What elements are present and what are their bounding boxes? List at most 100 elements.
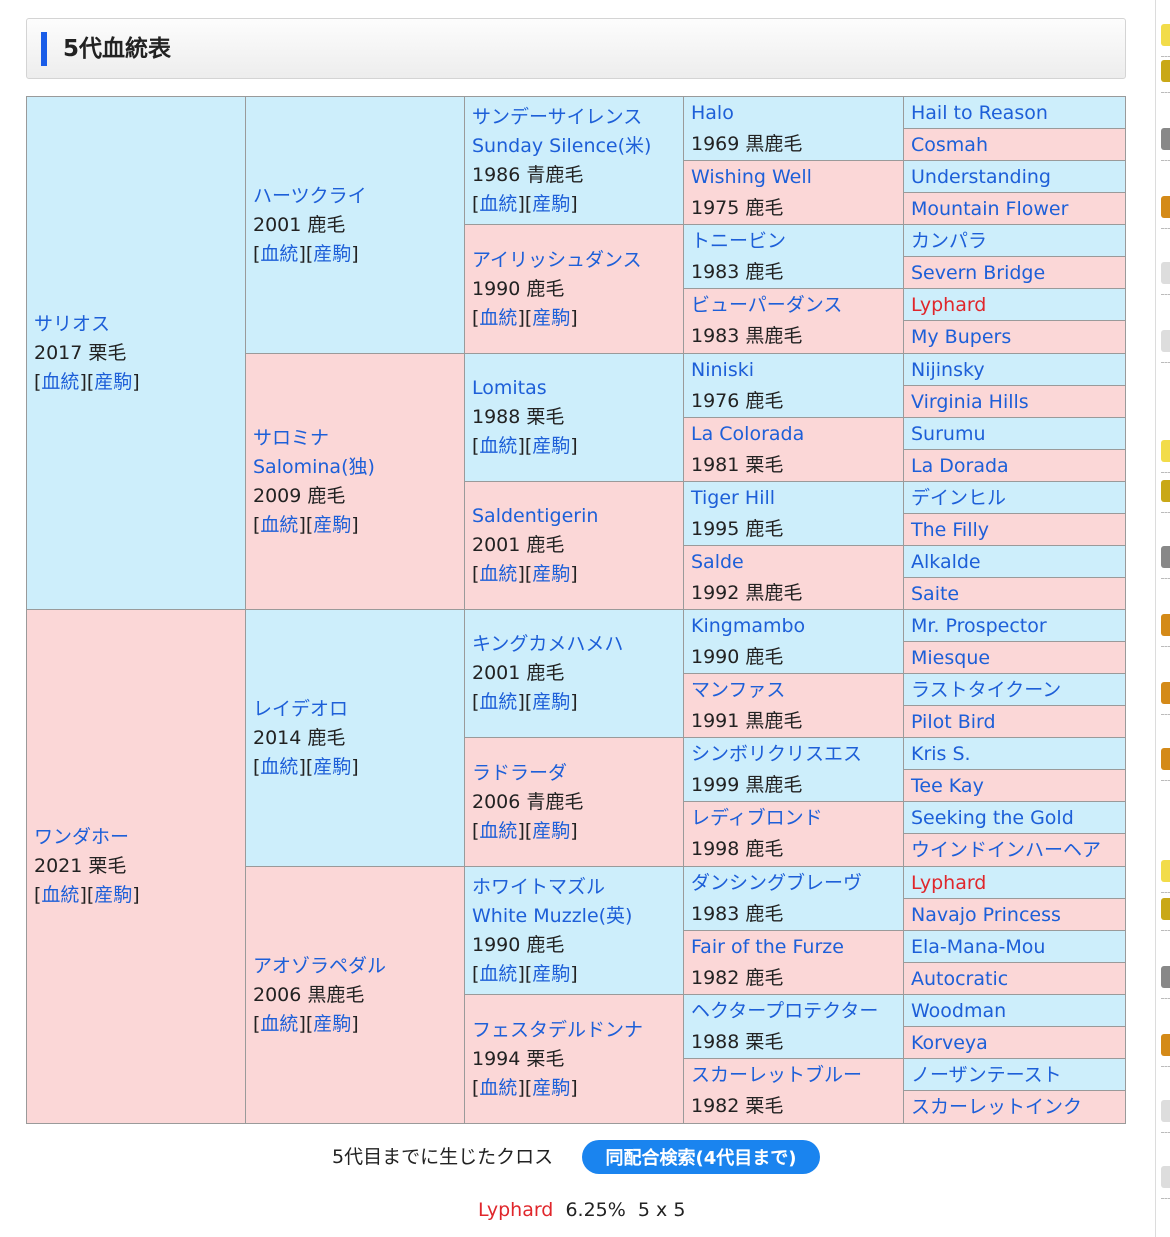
same-mating-search-button[interactable]: 同配合検索(4代目まで) — [582, 1140, 820, 1174]
horse-name-link[interactable]: Nijinsky — [911, 358, 985, 381]
pedigree-link[interactable]: 血統 — [260, 513, 299, 536]
horse-name-link[interactable]: フェスタデルドンナ — [472, 1018, 644, 1041]
horse-name-link[interactable]: サンデーサイレンス — [472, 105, 643, 128]
horse-name-link[interactable]: Tee Kay — [911, 774, 984, 797]
pedigree-link[interactable]: 血統 — [479, 962, 518, 985]
horse-name-link[interactable]: カンパラ — [911, 229, 988, 252]
foals-link[interactable]: 産駒 — [532, 1076, 571, 1099]
foals-link[interactable]: 産駒 — [313, 1012, 352, 1035]
foals-link[interactable]: 産駒 — [532, 563, 571, 585]
foals-link[interactable]: 産駒 — [94, 370, 133, 393]
foals-link[interactable]: 産駒 — [313, 242, 352, 265]
horse-name-link[interactable]: ラドラーダ — [472, 761, 568, 784]
horse-name-link[interactable]: Saldentigerin — [472, 505, 599, 527]
horse-name-link[interactable]: レディブロンド — [691, 807, 823, 829]
horse-name-link[interactable]: ホワイトマズル — [472, 875, 606, 898]
horse-name-link[interactable]: Lyphard — [911, 871, 987, 894]
foals-link[interactable]: 産駒 — [532, 192, 571, 215]
pedigree-cell-gen5: Saite — [904, 578, 1125, 610]
horse-name-en-link[interactable]: Salomina(独) — [253, 455, 375, 478]
horse-name-en-link[interactable]: Sunday Silence(米) — [472, 134, 652, 157]
pedigree-link[interactable]: 血統 — [479, 306, 518, 329]
pedigree-link[interactable]: 血統 — [260, 755, 299, 778]
horse-name-link[interactable]: Kingmambo — [691, 614, 806, 637]
pedigree-link[interactable]: 血統 — [479, 563, 518, 585]
horse-name-link[interactable]: Miesque — [911, 646, 991, 669]
horse-name-link[interactable]: サロミナ — [253, 426, 330, 449]
horse-name-link[interactable]: トニービン — [691, 229, 787, 252]
foals-link[interactable]: 産駒 — [313, 513, 352, 536]
pedigree-link[interactable]: 血統 — [479, 435, 518, 457]
horse-name-link[interactable]: マンファス — [691, 678, 786, 701]
pedigree-link[interactable]: 血統 — [479, 1076, 518, 1099]
pedigree-link[interactable]: 血統 — [479, 691, 518, 713]
foals-link[interactable]: 産駒 — [532, 819, 571, 842]
horse-name-link[interactable]: Korveya — [911, 1031, 988, 1054]
horse-name-link[interactable]: Mr. Prospector — [911, 614, 1047, 637]
horse-name-link[interactable]: ノーザンテースト — [911, 1063, 1062, 1086]
horse-name-link[interactable]: ラストタイクーン — [911, 678, 1062, 701]
horse-name-link[interactable]: Wishing Well — [691, 165, 812, 188]
horse-name-link[interactable]: スカーレットインク — [911, 1096, 1083, 1118]
horse-name-link[interactable]: アイリッシュダンス — [472, 248, 642, 271]
pedigree-link[interactable]: 血統 — [260, 242, 299, 265]
pedigree-link[interactable]: 血統 — [41, 884, 80, 906]
pedigree-cell-gen3: アイリッシュダンス 1990 鹿毛 [血統][産駒] — [465, 225, 684, 354]
horse-name-link[interactable]: Salde — [691, 550, 744, 573]
pedigree-cell-gen5: Woodman — [904, 995, 1125, 1027]
pedigree-link[interactable]: 血統 — [260, 1012, 299, 1035]
pedigree-link[interactable]: 血統 — [479, 819, 518, 842]
foals-link[interactable]: 産駒 — [532, 306, 571, 329]
horse-name-link[interactable]: Ela-Mana-Mou — [911, 935, 1046, 958]
horse-name-link[interactable]: Navajo Princess — [911, 903, 1061, 926]
horse-name-link[interactable]: レイデオロ — [253, 697, 349, 720]
horse-name-link[interactable]: Cosmah — [911, 133, 988, 156]
foals-link[interactable]: 産駒 — [532, 962, 571, 985]
pedigree-link[interactable]: 血統 — [41, 370, 80, 393]
foals-link[interactable]: 産駒 — [532, 691, 571, 713]
horse-name-link[interactable]: デインヒル — [911, 486, 1007, 509]
horse-name-link[interactable]: ヘクタープロテクター — [691, 999, 879, 1022]
horse-name-link[interactable]: Kris S. — [911, 742, 971, 765]
pedigree-link[interactable]: 血統 — [479, 192, 518, 215]
horse-name-link[interactable]: Mountain Flower — [911, 197, 1069, 220]
horse-name-link[interactable]: Woodman — [911, 999, 1007, 1022]
horse-name-link[interactable]: Pilot Bird — [911, 710, 996, 733]
rail-marker — [1161, 966, 1170, 988]
horse-name-link[interactable]: Niniski — [691, 358, 754, 381]
foals-link[interactable]: 産駒 — [532, 435, 571, 457]
horse-name-link[interactable]: Virginia Hills — [911, 390, 1029, 413]
horse-name-link[interactable]: アオゾラペダル — [253, 954, 387, 977]
horse-name-link[interactable]: My Bupers — [911, 326, 1012, 348]
horse-name-link[interactable]: Saite — [911, 582, 960, 605]
horse-name-link[interactable]: ビューパーダンス — [691, 294, 843, 316]
horse-name-link[interactable]: ハーツクライ — [253, 184, 367, 207]
horse-name-link[interactable]: Alkalde — [911, 550, 981, 573]
horse-name-link[interactable]: Autocratic — [911, 967, 1009, 990]
horse-name-link[interactable]: ウインドインハーヘア — [911, 839, 1102, 861]
horse-name-link[interactable]: Hail to Reason — [911, 101, 1048, 124]
horse-name-en-link[interactable]: White Muzzle(英) — [472, 904, 633, 927]
horse-name-link[interactable]: Lomitas — [472, 377, 547, 399]
horse-name-link[interactable]: キングカメハメハ — [472, 633, 624, 655]
horse-name-link[interactable]: La Colorada — [691, 422, 805, 445]
foals-link[interactable]: 産駒 — [313, 755, 352, 778]
horse-name-link[interactable]: Seeking the Gold — [911, 806, 1074, 829]
horse-name-link[interactable]: Fair of the Furze — [691, 935, 844, 958]
bracket-close: ] — [570, 691, 578, 713]
horse-name-link[interactable]: Lyphard — [911, 293, 987, 316]
horse-name-link[interactable]: Understanding — [911, 165, 1051, 188]
horse-name-link[interactable]: Severn Bridge — [911, 261, 1046, 284]
horse-name-link[interactable]: サリオス — [34, 312, 111, 335]
horse-name-link[interactable]: The Filly — [911, 518, 990, 541]
cross-horse-link[interactable]: Lyphard — [478, 1199, 554, 1221]
horse-name-link[interactable]: Surumu — [911, 422, 986, 445]
horse-name-link[interactable]: Halo — [691, 101, 734, 124]
horse-name-link[interactable]: ワンダホー — [34, 826, 130, 848]
foals-link[interactable]: 産駒 — [94, 884, 133, 906]
horse-name-link[interactable]: ダンシングブレーヴ — [691, 871, 863, 894]
horse-name-link[interactable]: シンボリクリスエス — [691, 742, 863, 765]
horse-name-link[interactable]: Tiger Hill — [691, 486, 776, 509]
horse-name-link[interactable]: La Dorada — [911, 454, 1009, 477]
horse-name-link[interactable]: スカーレットブルー — [691, 1064, 863, 1086]
